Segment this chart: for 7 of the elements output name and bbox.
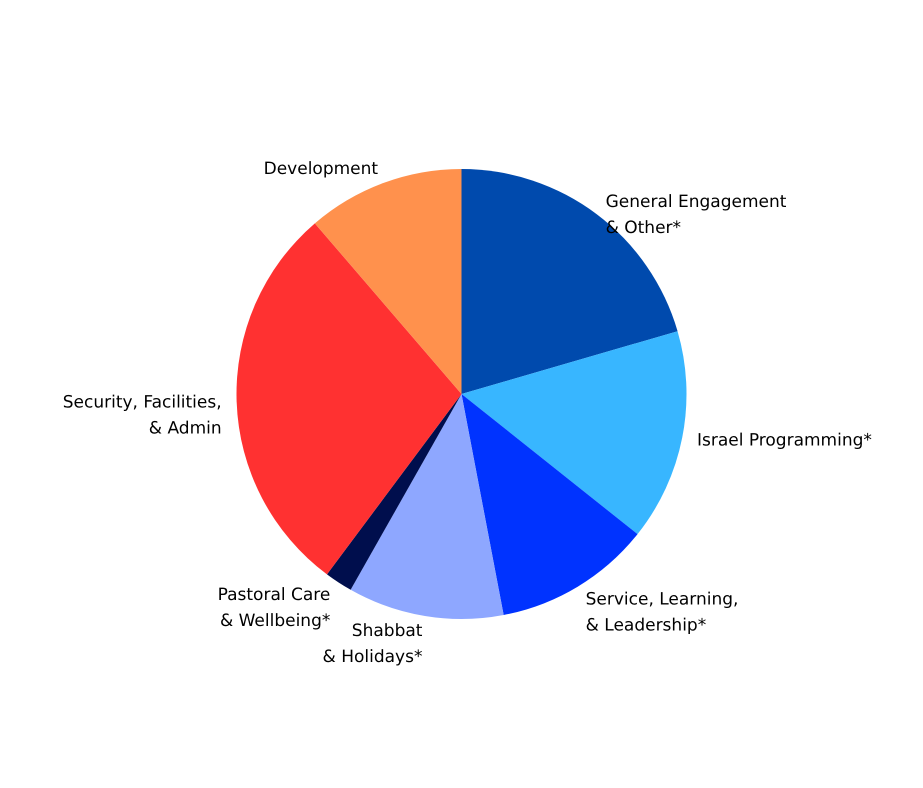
slice-label: Service, Learning, & Leadership* [586, 589, 738, 636]
slice-label: Israel Programming* [696, 430, 872, 450]
pie-slice [462, 331, 686, 534]
pie-slice [236, 223, 462, 574]
pie-slice [350, 394, 504, 619]
slice-label: Development [264, 158, 378, 179]
slice-label: Security, Facilities, & Admin [62, 392, 222, 438]
